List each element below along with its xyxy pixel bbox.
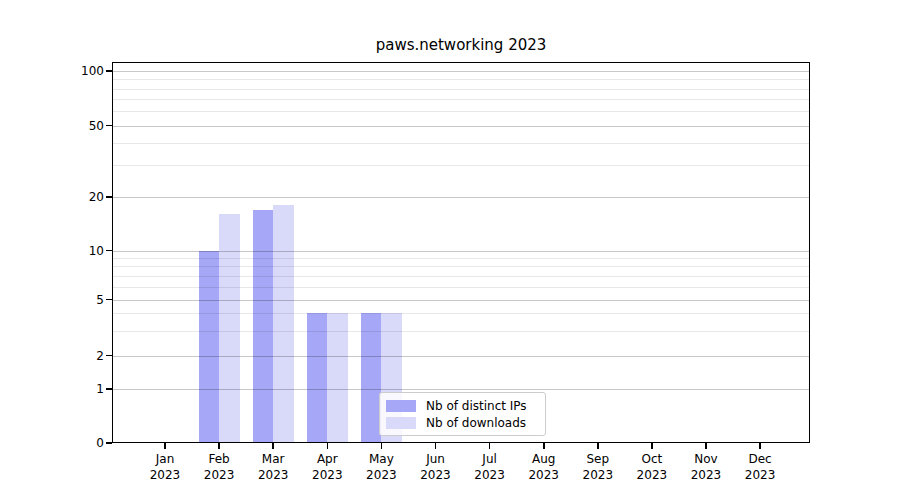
gridline-minor: [113, 331, 809, 332]
gridline-minor: [113, 287, 809, 288]
legend-label-distinct-ips: Nb of distinct IPs: [426, 399, 527, 413]
gridline-minor: [113, 111, 809, 112]
gridline-minor: [113, 89, 809, 90]
gridline-major: [113, 356, 809, 357]
gridline-minor: [113, 99, 809, 100]
legend-swatch-downloads: [386, 417, 416, 429]
legend-item-distinct-ips: Nb of distinct IPs: [386, 399, 537, 413]
gridline-major: [113, 126, 809, 127]
figure: paws.networking 2023 0125102050100Jan202…: [0, 0, 900, 500]
legend-swatch-distinct-ips: [386, 400, 416, 412]
gridline-minor: [113, 79, 809, 80]
legend: Nb of distinct IPs Nb of downloads: [379, 392, 546, 436]
gridline-major: [113, 197, 809, 198]
gridline-major: [113, 389, 809, 390]
legend-label-downloads: Nb of downloads: [426, 416, 526, 430]
gridline-minor: [113, 266, 809, 267]
gridline-major: [113, 71, 809, 72]
gridline-major: [113, 300, 809, 301]
gridline-major: [113, 251, 809, 252]
gridline-minor: [113, 165, 809, 166]
gridline-minor: [113, 313, 809, 314]
gridline-minor: [113, 258, 809, 259]
gridline-minor: [113, 276, 809, 277]
legend-item-downloads: Nb of downloads: [386, 416, 537, 430]
gridline-minor: [113, 143, 809, 144]
